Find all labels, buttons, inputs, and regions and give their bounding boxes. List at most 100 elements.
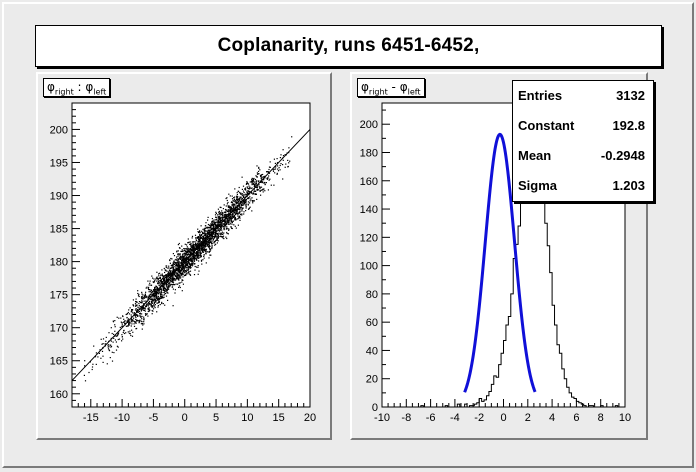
scatter-point [159,297,160,298]
scatter-point [231,224,232,225]
scatter-point [215,234,216,235]
scatter-point [184,275,185,276]
scatter-point [141,321,142,322]
scatter-point [143,307,144,308]
scatter-point [156,289,157,290]
scatter-point [247,192,248,193]
scatter-point [213,234,214,235]
scatter-point [160,293,161,294]
scatter-point [159,299,160,300]
scatter-point [115,339,116,340]
scatter-point [228,220,229,221]
scatter-point [246,206,247,207]
scatter-point [217,220,218,221]
scatter-point [255,193,256,194]
scatter-point [152,313,153,314]
scatter-point [205,222,206,223]
scatter-point [209,247,210,248]
y-tick-label: 60 [366,317,378,329]
scatter-point [185,254,186,255]
scatter-point [217,214,218,215]
scatter-point [155,297,156,298]
scatter-point [255,179,256,180]
scatter-point [192,241,193,242]
scatter-point [225,220,226,221]
scatter-point [217,238,218,239]
scatter-point [153,282,154,283]
scatter-point [212,243,213,244]
scatter-point [223,228,224,229]
scatter-point [150,294,151,295]
scatter-point [226,205,227,206]
scatter-point [161,279,162,280]
scatter-point [260,195,261,196]
scatter-point [170,281,171,282]
scatter-point [258,171,259,172]
scatter-point [237,211,238,212]
scatter-point [173,253,174,254]
scatter-point [252,202,253,203]
scatter-point [262,174,263,175]
scatter-point [105,341,106,342]
scatter-point [216,213,217,214]
scatter-point [173,289,174,290]
scatter-point [174,262,175,263]
scatter-point [215,225,216,226]
scatter-point [226,215,227,216]
scatter-point [167,287,168,288]
scatter-point [210,255,211,256]
scatter-point [154,303,155,304]
scatter-point [239,211,240,212]
scatter-point [258,167,259,168]
scatter-point [239,187,240,188]
scatter-point [264,182,265,183]
scatter-point [131,311,132,312]
scatter-point [207,227,208,228]
scatter-point [201,248,202,249]
scatter-point [120,318,121,319]
scatter-point [243,186,244,187]
scatter-point [177,260,178,261]
x-tick-label: -2 [474,412,484,424]
scatter-point [156,294,157,295]
scatter-point [221,230,222,231]
scatter-point [165,290,166,291]
scatter-point [180,259,181,260]
scatter-point [229,219,230,220]
scatter-point [137,293,138,294]
scatter-point [166,284,167,285]
stat-entries: Entries 3132 [518,86,645,106]
scatter-point [221,236,222,237]
scatter-point [134,326,135,327]
scatter-point [219,230,220,231]
scatter-point [161,290,162,291]
scatter-point [201,231,202,232]
scatter-point [168,287,169,288]
scatter-point [187,246,188,247]
scatter-point [154,298,155,299]
scatter-point [268,189,269,190]
scatter-point [159,273,160,274]
scatter-point [178,262,179,263]
scatter-point [201,264,202,265]
scatter-point [196,247,197,248]
scatter-point [244,194,245,195]
scatter-point [209,225,210,226]
scatter-point [207,239,208,240]
scatter-point [126,326,127,327]
scatter-point [238,201,239,202]
scatter-point [154,306,155,307]
scatter-point [236,202,237,203]
scatter-point [161,280,162,281]
scatter-point [167,293,168,294]
scatter-point [250,188,251,189]
scatter-point [165,270,166,271]
x-tick-label: -8 [401,412,411,424]
scatter-point [171,258,172,259]
scatter-point [186,267,187,268]
scatter-point [244,201,245,202]
scatter-point [141,318,142,319]
scatter-point [230,211,231,212]
scatter-point [239,200,240,201]
scatter-point [113,338,114,339]
